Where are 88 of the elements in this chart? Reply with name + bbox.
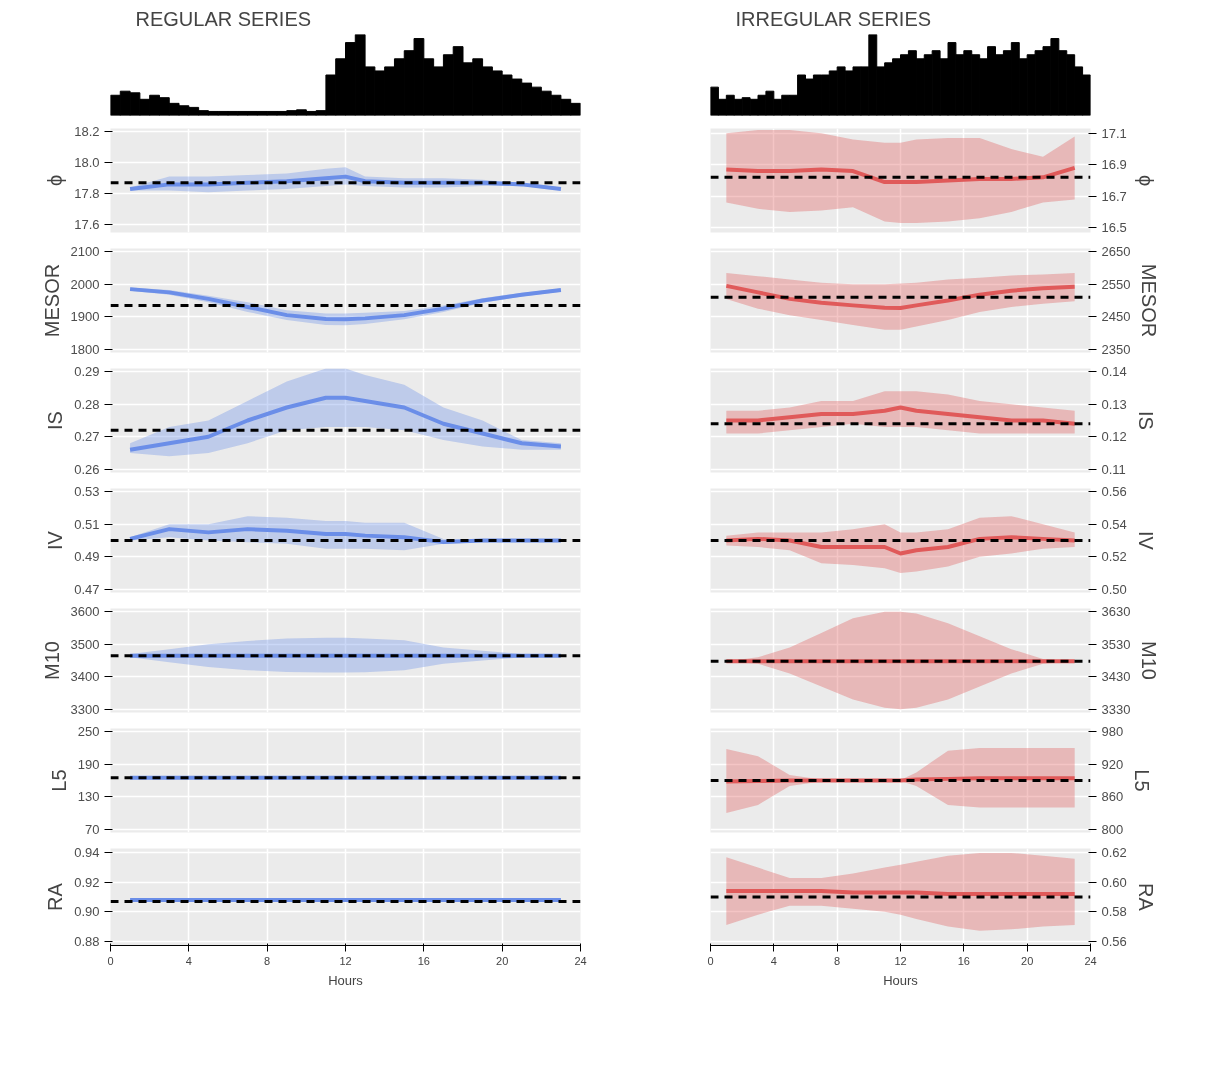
x-axis-title: Hours: [328, 972, 364, 988]
x-tick-label: 24: [574, 954, 587, 967]
y2-tick-label: 0.11: [1101, 461, 1126, 477]
x-tick-label: 0: [707, 954, 714, 967]
x-tick-label: 12: [894, 954, 907, 967]
y-tick-label: 2000: [70, 276, 100, 292]
y2-tick-label: 3330: [1101, 701, 1131, 717]
y2-tick-label: 16.7: [1101, 188, 1127, 204]
y2-axis-title: RA: [1134, 883, 1157, 912]
y2-tick-label: 0.13: [1101, 396, 1127, 412]
y2-tick-label: 2650: [1101, 244, 1131, 260]
y2-axis-title: IV: [1134, 531, 1157, 551]
y2-tick-label: 860: [1101, 789, 1124, 805]
x-tick-label: 4: [185, 954, 192, 967]
y2-tick-label: 0.12: [1101, 429, 1127, 445]
y-tick-label: 18.0: [74, 155, 100, 171]
y-tick-label: 17.6: [74, 217, 100, 233]
y2-tick-label: 0.60: [1101, 874, 1127, 890]
x-tick-label: 16: [417, 954, 430, 967]
chart-title: IRREGULAR SERIES: [735, 7, 932, 30]
y2-axis-title: ϕ: [1134, 174, 1157, 187]
y2-tick-label: 0.54: [1101, 516, 1127, 532]
y2-tick-label: 0.50: [1101, 581, 1127, 597]
y2-tick-label: 800: [1101, 821, 1124, 837]
y-tick-label: 1800: [70, 341, 100, 357]
y2-tick-label: 16.9: [1101, 157, 1127, 173]
y-tick-label: 190: [77, 756, 100, 772]
y2-axis-title: L5: [1131, 769, 1154, 792]
y2-tick-label: 0.14: [1101, 364, 1127, 380]
y2-axis-title: M10: [1138, 641, 1161, 680]
y-tick-label: 0.29: [74, 364, 100, 380]
y-tick-label: 0.88: [74, 933, 100, 949]
x-tick-label: 4: [770, 954, 777, 967]
y-tick-label: 2100: [70, 244, 100, 260]
y-tick-label: 3500: [70, 636, 100, 652]
x-tick-label: 12: [339, 954, 352, 967]
y-tick-label: 250: [77, 724, 100, 740]
y2-axis-title: IS: [1134, 411, 1157, 430]
y-tick-label: 3400: [70, 669, 100, 685]
y2-tick-label: 2550: [1101, 276, 1131, 292]
y2-axis-title: MESOR: [1138, 263, 1161, 338]
y2-tick-label: 980: [1101, 724, 1124, 740]
x-tick-label: 20: [496, 954, 509, 967]
y-tick-label: 0.51: [74, 516, 100, 532]
y-axis-title: IV: [44, 530, 67, 550]
y-tick-label: 0.27: [74, 429, 100, 445]
y-tick-label: 0.53: [74, 484, 100, 500]
y2-tick-label: 17.1: [1101, 125, 1127, 141]
y2-tick-label: 2350: [1101, 341, 1131, 357]
y-tick-label: 17.8: [74, 186, 100, 202]
y2-tick-label: 16.5: [1101, 220, 1127, 236]
y2-tick-label: 0.56: [1101, 933, 1127, 949]
x-tick-label: 8: [264, 954, 271, 967]
y2-tick-label: 0.62: [1101, 845, 1127, 861]
x-tick-label: 24: [1084, 954, 1097, 967]
y-tick-label: 0.47: [74, 581, 100, 597]
y2-tick-label: 3430: [1101, 669, 1131, 685]
y2-tick-label: 2450: [1101, 309, 1131, 325]
y-axis-title: L5: [47, 769, 70, 792]
y2-tick-label: 0.52: [1101, 549, 1127, 565]
y-tick-label: 3300: [70, 701, 100, 717]
y2-tick-label: 0.56: [1101, 484, 1127, 500]
y-axis-title: M10: [40, 641, 63, 680]
y-axis-title: IS: [44, 411, 67, 430]
y-tick-label: 0.94: [74, 845, 100, 861]
y-tick-label: 0.26: [74, 461, 100, 477]
chart-title: REGULAR SERIES: [135, 7, 312, 30]
y-tick-label: 0.28: [74, 396, 100, 412]
y-tick-label: 70: [85, 821, 100, 837]
y2-tick-label: 3530: [1101, 636, 1131, 652]
y2-tick-label: 920: [1101, 756, 1124, 772]
y-tick-label: 0.49: [74, 549, 100, 565]
y2-tick-label: 0.58: [1101, 904, 1127, 920]
y-tick-label: 130: [77, 789, 100, 805]
x-tick-label: 0: [107, 954, 114, 967]
x-tick-label: 20: [1021, 954, 1034, 967]
y-tick-label: 0.90: [74, 904, 100, 920]
y-axis-title: RA: [44, 882, 67, 911]
x-tick-label: 8: [834, 954, 841, 967]
y-tick-label: 0.92: [74, 874, 100, 890]
y-axis-title: ϕ: [44, 174, 67, 187]
y-tick-label: 18.2: [74, 124, 100, 140]
y-axis-title: MESOR: [40, 263, 63, 338]
y-tick-label: 1900: [70, 309, 100, 325]
y-tick-label: 3600: [70, 604, 100, 620]
x-tick-label: 16: [957, 954, 970, 967]
y2-tick-label: 3630: [1101, 604, 1131, 620]
x-axis-title: Hours: [883, 972, 919, 988]
